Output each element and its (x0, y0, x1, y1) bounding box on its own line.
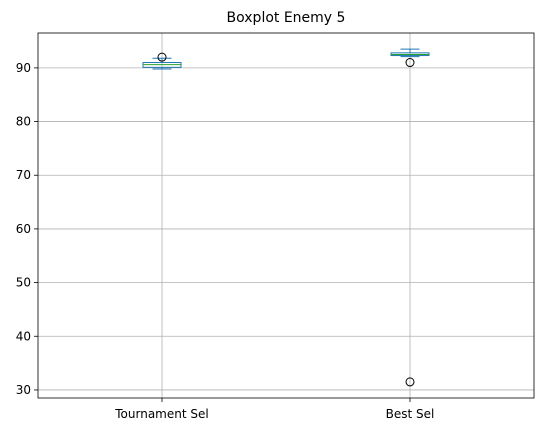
grid-lines (38, 33, 534, 398)
y-tick-label: 70 (16, 168, 31, 182)
box-group-1 (390, 48, 430, 387)
boxes (142, 48, 430, 387)
outlier-point (405, 377, 415, 387)
y-tick-label: 30 (16, 383, 31, 397)
x-tick-label: Tournament Sel (114, 407, 208, 421)
plot-area-frame (37, 32, 535, 399)
y-tick-label: 90 (16, 61, 31, 75)
y-tick-label: 50 (16, 276, 31, 290)
outlier-point (405, 58, 415, 68)
x-tick-label: Best Sel (386, 407, 435, 421)
box-group-0 (142, 52, 182, 70)
axis-ticks: 30 40 50 60 70 80 90 Tournament Sel Best Sel (16, 61, 435, 421)
outlier-point (157, 52, 167, 62)
y-tick-label: 60 (16, 222, 31, 236)
chart-title: Boxplot Enemy 5 (227, 10, 346, 26)
y-tick-label: 80 (16, 115, 31, 129)
y-tick-label: 40 (16, 329, 31, 343)
